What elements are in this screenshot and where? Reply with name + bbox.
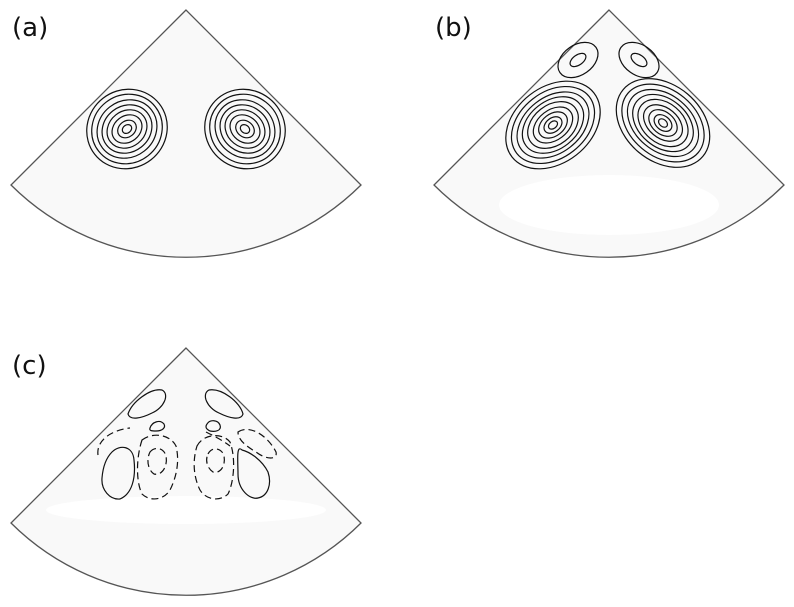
panel-b: (b) [434,10,784,257]
panel-c: (c) [11,348,361,595]
panel-c-light-band [46,496,326,524]
panel-a-label: (a) [12,13,48,43]
panel-c-sector [11,348,361,595]
panel-a: (a) [11,10,361,257]
panel-b-light-region [499,175,719,235]
panel-a-sector [11,10,361,257]
panel-c-label: (c) [12,351,47,381]
panel-b-label: (b) [435,13,472,43]
